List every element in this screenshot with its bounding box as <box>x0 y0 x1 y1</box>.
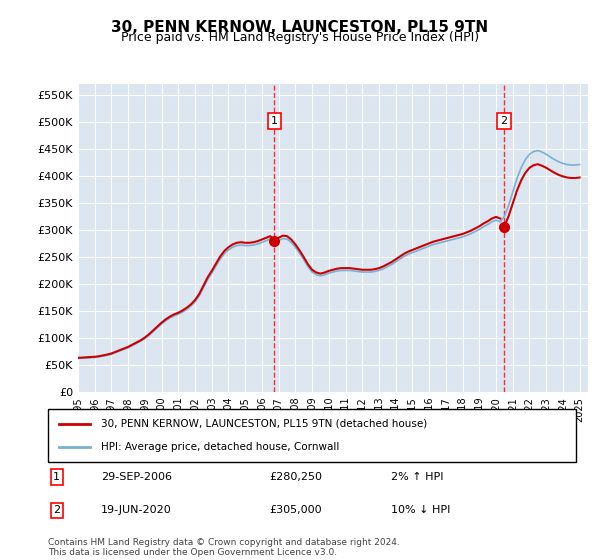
Text: £305,000: £305,000 <box>270 505 322 515</box>
Text: 2% ↑ HPI: 2% ↑ HPI <box>391 472 444 482</box>
Text: 2: 2 <box>500 116 507 126</box>
Text: 19-JUN-2020: 19-JUN-2020 <box>101 505 172 515</box>
Text: 29-SEP-2006: 29-SEP-2006 <box>101 472 172 482</box>
Text: 1: 1 <box>53 472 60 482</box>
Text: Price paid vs. HM Land Registry's House Price Index (HPI): Price paid vs. HM Land Registry's House … <box>121 31 479 44</box>
Text: 30, PENN KERNOW, LAUNCESTON, PL15 9TN (detached house): 30, PENN KERNOW, LAUNCESTON, PL15 9TN (d… <box>101 419 427 429</box>
Text: HPI: Average price, detached house, Cornwall: HPI: Average price, detached house, Corn… <box>101 442 339 452</box>
Text: 1: 1 <box>271 116 278 126</box>
Text: 10% ↓ HPI: 10% ↓ HPI <box>391 505 451 515</box>
Text: Contains HM Land Registry data © Crown copyright and database right 2024.
This d: Contains HM Land Registry data © Crown c… <box>48 538 400 557</box>
Text: 2: 2 <box>53 505 61 515</box>
Text: 30, PENN KERNOW, LAUNCESTON, PL15 9TN: 30, PENN KERNOW, LAUNCESTON, PL15 9TN <box>112 20 488 35</box>
Text: £280,250: £280,250 <box>270 472 323 482</box>
FancyBboxPatch shape <box>48 409 576 462</box>
